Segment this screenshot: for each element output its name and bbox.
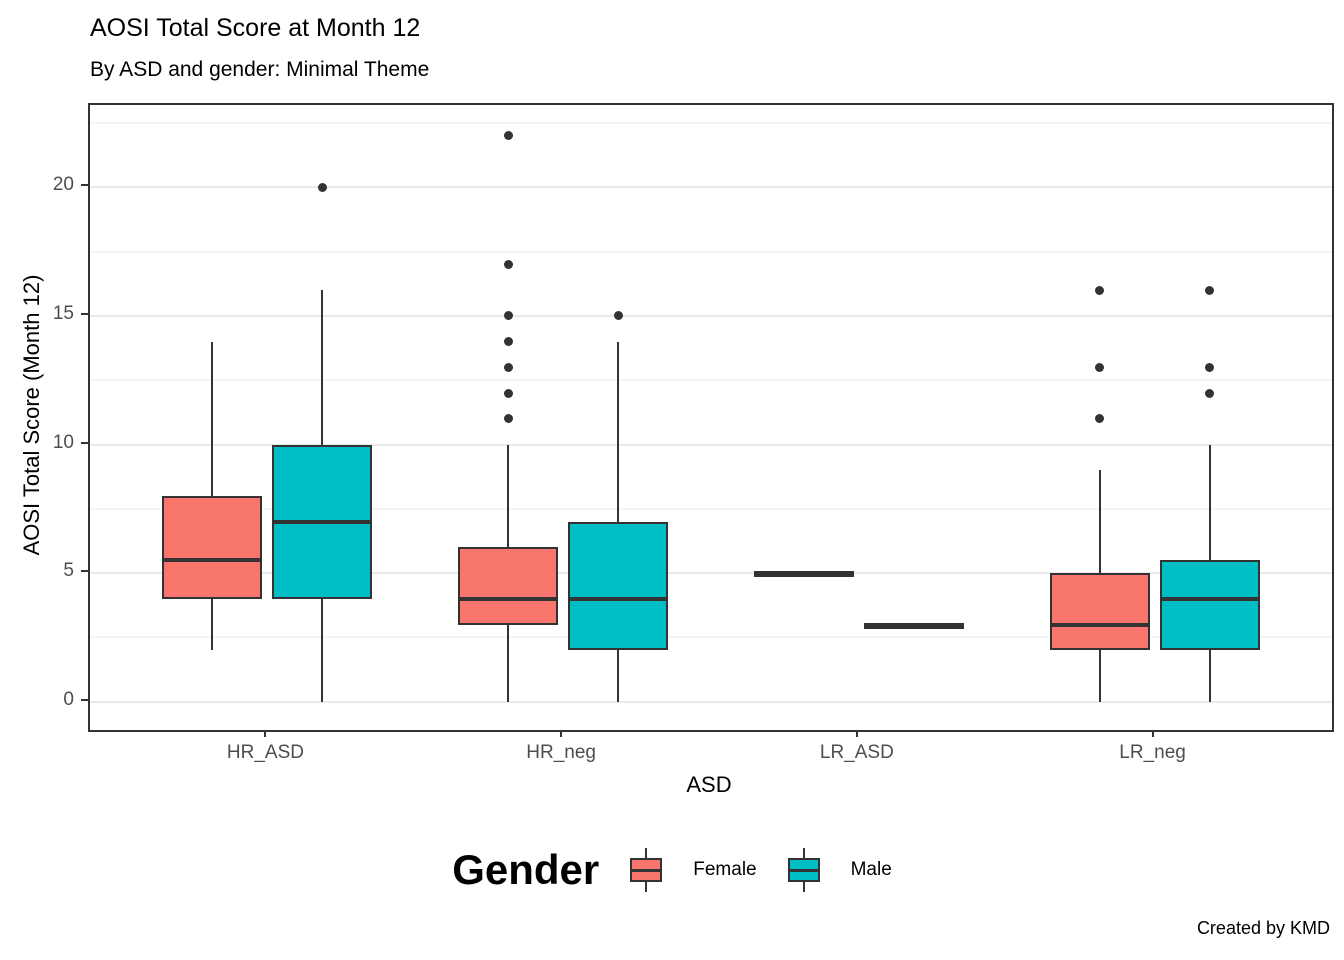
y-tick-mark [81, 570, 88, 573]
y-tick-label: 15 [52, 302, 74, 324]
y-tick-label: 10 [52, 431, 74, 453]
outlier-dot [1095, 285, 1105, 295]
y-tick-mark [81, 698, 88, 701]
gridline-major [90, 572, 1332, 575]
y-tick-label: 20 [52, 174, 74, 196]
gridline-minor [90, 122, 1332, 124]
outlier-dot [503, 388, 513, 398]
median-line [863, 622, 964, 627]
median-line [1049, 622, 1150, 627]
x-tick-mark [1151, 730, 1154, 737]
legend-item-female: Female [629, 848, 757, 892]
gridline-major [90, 443, 1332, 446]
median-line [568, 596, 669, 601]
box [1159, 560, 1260, 651]
gridline-major [90, 186, 1332, 189]
outlier-dot [1205, 388, 1215, 398]
x-tick-mark [264, 730, 267, 737]
legend-label-male: Male [850, 859, 892, 880]
boxplot-key-icon [629, 848, 663, 892]
outlier-dot [503, 337, 513, 347]
y-tick-label: 0 [63, 688, 74, 710]
x-tick-label: LR_neg [1119, 742, 1186, 763]
outlier-dot [1205, 285, 1215, 295]
outlier-dot [613, 311, 623, 321]
chart-subtitle: By ASD and gender: Minimal Theme [90, 58, 430, 81]
gridline-minor [90, 250, 1332, 253]
x-tick-mark [855, 730, 858, 737]
outlier-dot [1205, 362, 1215, 372]
outlier-dot [503, 259, 513, 269]
gridline-major [90, 700, 1332, 703]
y-tick-mark [81, 184, 88, 187]
box [458, 547, 559, 625]
legend: Gender Female Male [0, 838, 1344, 902]
y-tick-mark [81, 441, 88, 444]
x-tick-label: HR_neg [526, 742, 596, 763]
x-tick-mark [560, 730, 563, 737]
outlier-dot [503, 414, 513, 424]
gridline-minor [90, 379, 1332, 382]
outlier-dot [503, 362, 513, 372]
legend-title: Gender [452, 846, 600, 893]
y-tick-mark [81, 312, 88, 315]
outlier-dot [503, 131, 513, 141]
x-axis: HR_ASD HR_neg LR_ASD LR_neg [88, 730, 1330, 774]
legend-item-male: Male [787, 848, 892, 892]
gridline-minor [90, 507, 1332, 510]
outlier-dot [317, 182, 327, 192]
plot-panel [88, 103, 1334, 732]
box [1049, 573, 1150, 651]
x-tick-label: LR_ASD [819, 742, 894, 763]
y-axis: 0 5 10 15 20 [0, 103, 88, 732]
box [162, 495, 263, 599]
box [568, 521, 669, 651]
x-tick-label: HR_ASD [226, 742, 304, 763]
median-line [458, 596, 559, 601]
boxplot-key-icon [787, 848, 821, 892]
median-line [162, 558, 263, 563]
median-line [753, 571, 854, 576]
x-axis-title: ASD [686, 772, 732, 797]
gridline-major [90, 314, 1332, 317]
outlier-dot [503, 311, 513, 321]
median-line [272, 519, 373, 524]
caption: Created by KMD [1196, 918, 1330, 938]
chart-title: AOSI Total Score at Month 12 [90, 14, 421, 42]
y-tick-label: 5 [63, 560, 74, 582]
outlier-dot [1095, 362, 1105, 372]
median-line [1159, 596, 1260, 601]
gridline-minor [90, 636, 1332, 639]
outlier-dot [1095, 414, 1105, 424]
legend-label-female: Female [693, 859, 757, 880]
